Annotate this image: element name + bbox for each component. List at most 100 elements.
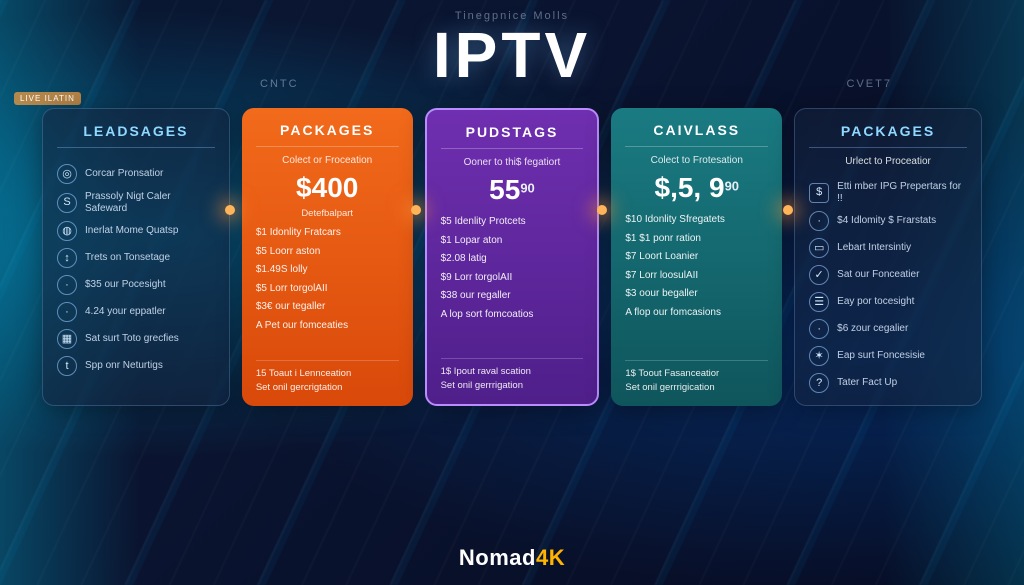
card-footer: 1$ Toout FasanceatiorSet onil gerrrigica…	[625, 352, 768, 394]
card-subtitle: Colect to Frotesation	[625, 155, 768, 166]
feature-label: Eay por tocesight	[837, 296, 914, 308]
feature-item: $3 oour begaller	[625, 288, 768, 300]
feature-list: $ Etti mber IPG Prepertars for !! ·$4 Idlo…	[809, 181, 967, 393]
card-title: PACKAGES	[809, 123, 967, 148]
feature-label: $7 Lorr loosulAII	[625, 270, 698, 282]
feature-label: Eap surt Foncesisie	[837, 350, 925, 362]
feature-label: $3€ our tegaller	[256, 301, 326, 313]
feature-item: $38 our regaller	[441, 290, 584, 302]
feature-item: $5 Lorr torgolAII	[256, 283, 399, 295]
feature-item: ▭ Lebart Intersintiy	[809, 238, 967, 258]
feature-item: $5 Loorr aston	[256, 246, 399, 258]
feature-item: $1.49S lolly	[256, 264, 399, 276]
feature-item: $ Etti mber IPG Prepertars for !!	[809, 181, 967, 204]
feature-label: A Pet our fomceaties	[256, 320, 348, 332]
feature-item: $1 Lopar aton	[441, 235, 584, 247]
feature-icon: ?	[809, 373, 829, 393]
feature-item: ◎Corcar Pronsatior	[57, 164, 215, 184]
feature-item: SPrassoly Nigt Caler Safeward	[57, 191, 215, 214]
price-main: 55	[489, 176, 520, 204]
footer-line: 1$ Ipout raval scation	[441, 358, 584, 378]
card-title: PACKAGES	[256, 122, 399, 147]
feature-icon: ☰	[809, 292, 829, 312]
footer-line: 1$ Toout Fasanceatior	[625, 360, 768, 380]
feature-item: $9 Lorr torgolAII	[441, 272, 584, 284]
card-title: LEADSAGES	[57, 123, 215, 148]
feature-label: Etti mber IPG Prepertars for !!	[837, 181, 967, 204]
feature-item: $3€ our tegaller	[256, 301, 399, 313]
feature-icon: $	[809, 183, 829, 203]
feature-icon: ▦	[57, 329, 77, 349]
feature-icon: ✓	[809, 265, 829, 285]
feature-item: $7 Lorr loosulAII	[625, 270, 768, 282]
feature-item: A lop sort fomcoatios	[441, 309, 584, 321]
feature-item: $10 Idonlity Sfregatets	[625, 214, 768, 226]
feature-label: $35 our Pocesight	[85, 279, 166, 291]
feature-list: $1 Idonlity Fratcars $5 Loorr aston $1.49S…	[256, 227, 399, 331]
feature-item: $7 Loort Loanier	[625, 251, 768, 263]
feature-icon: ·	[57, 302, 77, 322]
feature-label: Trets on Tonsetage	[85, 252, 170, 264]
feature-item: A flop our fomcasions	[625, 307, 768, 319]
header-label-right: CVET7	[847, 78, 892, 90]
feature-item: · $35 our Pocesight	[57, 275, 215, 295]
price-sup: 90	[725, 179, 739, 194]
card-title: PUDSTAGS	[441, 124, 584, 149]
feature-icon: t	[57, 356, 77, 376]
feature-item: $2.08 latig	[441, 253, 584, 265]
feature-item: ✶ Eap surt Foncesisie	[809, 346, 967, 366]
card-footer: 1$ Ipout raval scationSet onil gerrrigat…	[441, 350, 584, 392]
header-label-left: CNTC	[260, 78, 299, 90]
feature-icon: ·	[809, 319, 829, 339]
feature-item: ? Tater Fact Up	[809, 373, 967, 393]
feature-list: $5 Idenlity Protcets $1 Lopar aton $2.08 l…	[441, 216, 584, 320]
feature-icon: ✶	[809, 346, 829, 366]
pricing-card-packages[interactable]: PACKAGESColect or Froceation$400Detefbal…	[242, 108, 413, 406]
footer-line: Set onil gercrigtation	[256, 381, 399, 394]
feature-item: t Spp onr Neturtigs	[57, 356, 215, 376]
feature-label: $5 Lorr torgolAII	[256, 283, 328, 295]
footer-line: Set onil gerrrigication	[625, 381, 768, 394]
feature-label: $6 zour cegalier	[837, 323, 908, 335]
pricing-cards-row: LEADSAGES ◎Corcar Pronsatior SPrassoly Nig…	[42, 108, 982, 406]
feature-icon: ▭	[809, 238, 829, 258]
card-subtitle: Urlect to Proceatior	[809, 156, 967, 167]
feature-label: $1 Lopar aton	[441, 235, 503, 247]
feature-item: $5 Idenlity Protcets	[441, 216, 584, 228]
brand-logo: Nomad4K	[0, 545, 1024, 571]
feature-item: ↕ Trets on Tonsetage	[57, 248, 215, 268]
feature-label: $7 Loort Loanier	[625, 251, 698, 263]
card-subtitle: Colect or Froceation	[256, 155, 399, 166]
brand-accent: 4K	[536, 545, 565, 570]
feature-item: ◍Inerlat Mome Quatsp	[57, 221, 215, 241]
feature-icon: ·	[809, 211, 829, 231]
feature-label: Spp onr Neturtigs	[85, 360, 163, 372]
feature-item: $1 Idonlity Fratcars	[256, 227, 399, 239]
feature-label: $3 oour begaller	[625, 288, 697, 300]
price-main: $,5, 9	[655, 174, 725, 202]
feature-label: Inerlat Mome Quatsp	[85, 225, 178, 237]
feature-label: Lebart Intersintiy	[837, 242, 911, 254]
feature-label: Prassoly Nigt Caler Safeward	[85, 191, 171, 214]
card-title: CAIVLASS	[625, 122, 768, 147]
pricing-card-pudstags[interactable]: PUDSTAGS Ooner to thi$ fegatiort 5590 $5 Id…	[425, 108, 600, 406]
feature-label: $1 Idonlity Fratcars	[256, 227, 341, 239]
pricing-card-caivlass[interactable]: CAIVLASS Colect to Frotesation $,5, 990 $10…	[611, 108, 782, 406]
pricing-card-packages[interactable]: PACKAGES Urlect to Proceatior $ Etti mber I…	[794, 108, 982, 406]
feature-label: Sat our Fonceatier	[837, 269, 919, 281]
feature-label: Tater Fact Up	[837, 377, 897, 389]
feature-label: $5 Idenlity Protcets	[441, 216, 526, 228]
feature-icon: ↕	[57, 248, 77, 268]
feature-list: $10 Idonlity Sfregatets $1 $1 ponr ration…	[625, 214, 768, 318]
card-subtitle: Ooner to thi$ fegatiort	[441, 157, 584, 168]
live-tag: LIVE ILATIN	[14, 92, 81, 105]
feature-item: ·$4 Idlomity $ Frarstats	[809, 211, 967, 231]
pricing-card-leadsages[interactable]: LEADSAGES ◎Corcar Pronsatior SPrassoly Nig…	[42, 108, 230, 406]
feature-icon: ·	[57, 275, 77, 295]
price-main: $400	[296, 174, 358, 202]
feature-item: $1 $1 ponr ration	[625, 233, 768, 245]
feature-icon: ◎	[57, 164, 77, 184]
feature-label: $38 our regaller	[441, 290, 511, 302]
feature-item: ☰ Eay por tocesight	[809, 292, 967, 312]
card-price: 5590	[441, 176, 584, 204]
